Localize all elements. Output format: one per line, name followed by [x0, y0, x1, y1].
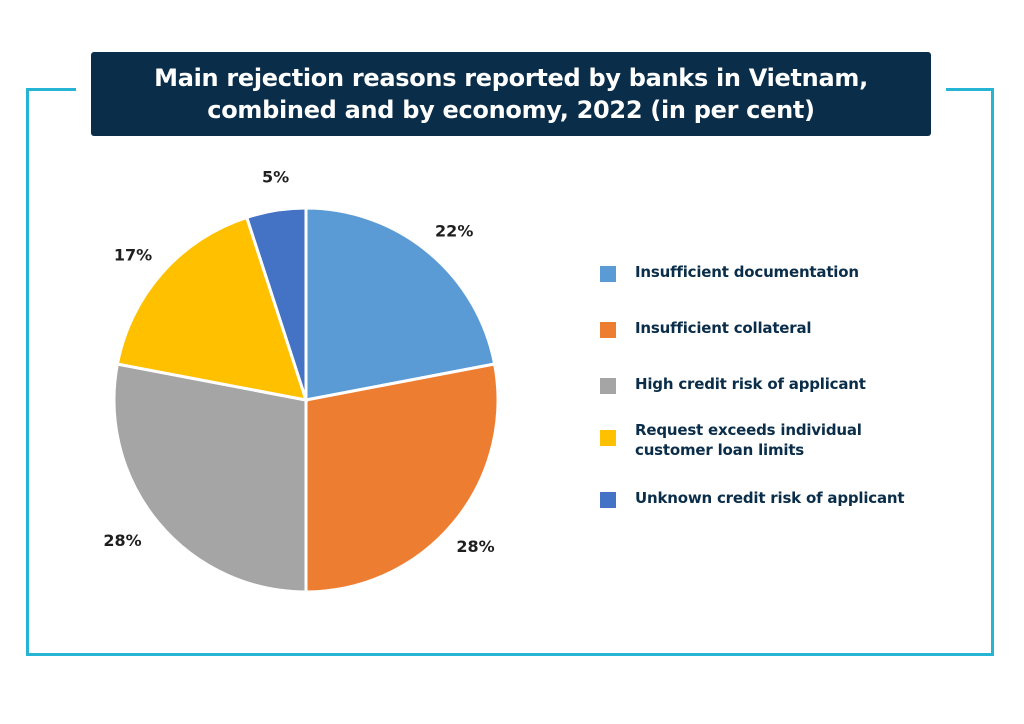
slice-value-label: 28%	[456, 537, 494, 556]
slice-value-label: 28%	[103, 531, 141, 550]
legend-item: Insufficient documentation	[600, 262, 940, 282]
pie-slice	[115, 215, 309, 402]
legend-label: Unknown credit risk of applicant	[635, 489, 905, 507]
legend-swatch	[600, 378, 616, 394]
legend-item: Unknown credit risk of applicant	[600, 488, 940, 508]
title-background: Main rejection reasons reported by banks…	[91, 52, 931, 136]
legend-label: Insufficient collateral	[635, 319, 812, 337]
legend-label: Request exceeds individual customer loan…	[635, 421, 862, 459]
legend-swatch	[600, 430, 616, 446]
slice-value-label: 5%	[262, 168, 289, 187]
legend-label: High credit risk of applicant	[635, 375, 866, 393]
legend-item: Insufficient collateral	[600, 318, 940, 338]
chart-title: Main rejection reasons reported by banks…	[154, 64, 868, 124]
legend-swatch	[600, 492, 616, 508]
legend-swatch	[600, 266, 616, 282]
slice-value-label: 17%	[114, 246, 152, 265]
legend-swatch	[600, 322, 616, 338]
slice-value-label: 22%	[435, 222, 473, 241]
pie-slice	[304, 362, 500, 594]
pie-slice	[304, 206, 497, 402]
legend: Insufficient documentation Insufficient …	[600, 262, 940, 508]
legend-item: Request exceeds individual customer loan…	[600, 420, 940, 460]
pie-slice	[112, 362, 308, 594]
title-banner: Main rejection reasons reported by banks…	[76, 52, 946, 136]
legend-label: Insufficient documentation	[635, 263, 859, 281]
legend-item: High credit risk of applicant	[600, 374, 940, 394]
